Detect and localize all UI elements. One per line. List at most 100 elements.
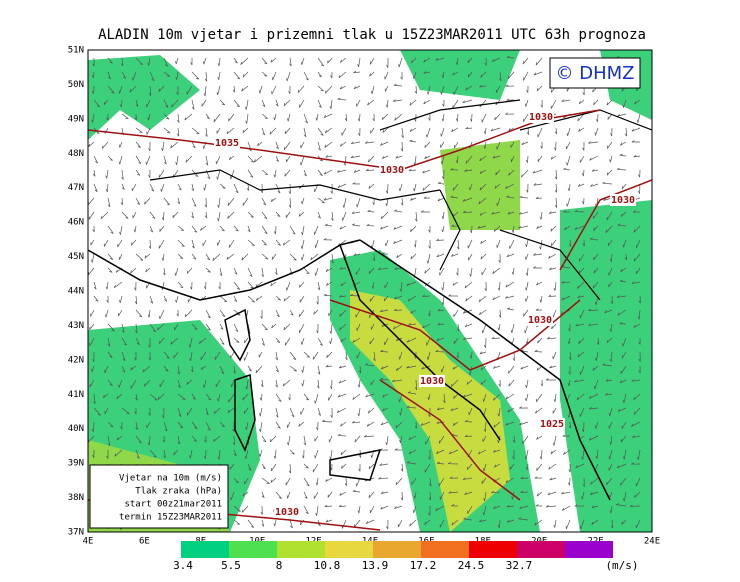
wind-arrow [121, 113, 129, 120]
wind-arrow [287, 435, 291, 446]
wind-arrow [325, 155, 333, 158]
wind-arrow [578, 99, 585, 105]
wind-arrow [217, 449, 221, 460]
wind-arrow [261, 435, 267, 443]
wind-arrow [338, 379, 347, 384]
wind-arrow [536, 491, 543, 497]
wind-arrow [369, 295, 375, 302]
wind-arrow [534, 519, 543, 526]
wind-arrow [406, 365, 417, 369]
wind-arrow [135, 169, 141, 176]
wind-arrow [635, 477, 641, 487]
wind-arrow [619, 379, 627, 384]
wind-arrow [423, 57, 431, 63]
wind-arrow [408, 435, 417, 441]
wind-arrow [492, 295, 501, 301]
wind-arrow [505, 112, 515, 115]
colorbar-box [325, 541, 373, 558]
wind-arrow [247, 519, 255, 528]
wind-arrow [393, 239, 403, 244]
wind-arrow [576, 393, 585, 401]
wind-arrow [331, 253, 334, 264]
wind-arrow [383, 295, 389, 302]
wind-arrow [393, 308, 403, 311]
wind-arrow [492, 365, 501, 369]
wind-arrow [325, 519, 333, 523]
wind-arrow [370, 85, 375, 94]
wind-arrow [620, 477, 627, 486]
wind-arrow [184, 309, 193, 318]
wind-arrow [191, 183, 195, 192]
wind-arrow [525, 393, 529, 402]
wind-arrow [367, 407, 375, 414]
wind-arrow [261, 71, 268, 77]
wind-arrow [324, 127, 333, 134]
wind-arrow [261, 211, 268, 220]
wind-arrow [631, 127, 641, 132]
wind-arrow [481, 477, 487, 484]
wind-arrow [161, 141, 165, 152]
wind-arrow [148, 407, 151, 416]
wind-arrow [275, 407, 279, 418]
wind-arrow [397, 519, 403, 528]
wind-arrow [563, 449, 571, 455]
wind-arrow [441, 295, 445, 306]
wind-arrow [104, 407, 109, 415]
wind-arrow [465, 126, 473, 130]
wind-arrow [299, 99, 305, 108]
colorbar-label: 32.7 [506, 559, 533, 572]
wind-arrow [303, 477, 310, 487]
wind-arrow [380, 377, 389, 381]
wind-arrow [437, 197, 445, 202]
wind-arrow [365, 363, 375, 367]
wind-arrow [464, 169, 473, 172]
wind-arrow [368, 267, 375, 275]
wind-arrow [163, 421, 168, 432]
wind-arrow [621, 421, 627, 429]
wind-arrow [163, 351, 170, 359]
wind-arrow [385, 99, 389, 108]
wind-arrow [341, 463, 347, 469]
wind-arrow [535, 504, 543, 507]
wind-arrow [523, 309, 529, 317]
wind-arrow [216, 127, 221, 134]
wind-arrow [351, 211, 361, 214]
wind-arrow [217, 197, 221, 208]
wind-arrow [462, 477, 473, 480]
wind-arrow [428, 477, 432, 487]
wind-arrow [582, 477, 585, 487]
wind-arrow [135, 337, 140, 346]
wind-arrow [260, 309, 263, 319]
wind-arrow [130, 267, 137, 274]
wind-arrow [158, 85, 165, 92]
wind-arrow [170, 337, 179, 345]
wind-arrow [344, 113, 348, 122]
wind-arrow [633, 323, 641, 328]
wind-arrow [261, 477, 270, 485]
wind-arrow [520, 476, 529, 479]
wind-arrow [176, 309, 179, 317]
wind-arrow [539, 295, 543, 303]
wind-arrow [227, 197, 235, 206]
wind-arrow [163, 71, 171, 77]
wind-arrow [550, 225, 557, 232]
wind-arrow [469, 267, 473, 277]
wind-arrow [93, 155, 98, 164]
wind-arrow [107, 379, 113, 386]
wind-arrow [344, 477, 348, 486]
wind-arrow [219, 309, 226, 318]
wind-arrow [595, 449, 599, 459]
wind-arrow [219, 183, 226, 189]
wind-arrow [552, 351, 557, 360]
wind-arrow [275, 295, 281, 301]
wind-arrow [107, 197, 111, 208]
wind-arrow [462, 197, 473, 202]
wind-arrow [441, 281, 445, 291]
islands [224, 308, 382, 481]
wind-arrow [228, 155, 235, 161]
wind-arrow [554, 197, 558, 208]
wind-arrow [135, 309, 143, 318]
wind-arrow [313, 225, 319, 235]
wind-arrow [369, 337, 375, 345]
wind-arrow [468, 365, 473, 376]
